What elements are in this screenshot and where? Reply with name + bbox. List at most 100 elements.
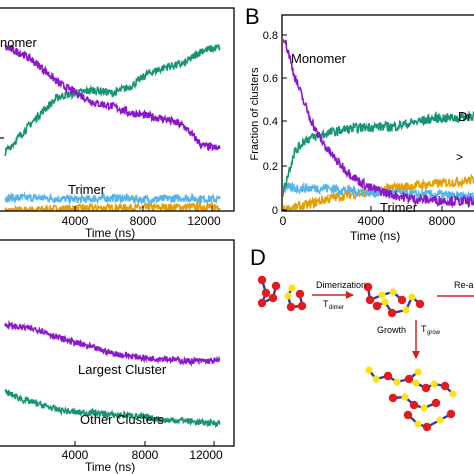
- panel-b-series-line: [283, 181, 474, 203]
- molecule-bead: [388, 393, 398, 403]
- molecule-bead: [422, 422, 432, 432]
- molecule-bead: [430, 380, 438, 388]
- panel-b-label-dimer: Di: [458, 109, 470, 124]
- molecule-bead: [397, 295, 407, 305]
- molecule-bead: [436, 416, 444, 424]
- panel-b-label-trimer: Trimer: [380, 200, 418, 215]
- growth-label: Growth: [377, 325, 406, 335]
- molecule-bead: [446, 409, 456, 419]
- panel-b-label-monomer: Monomer: [291, 51, 347, 66]
- panel-a-xtick-label: 4000: [62, 214, 89, 228]
- molecule-bead: [257, 275, 267, 285]
- panel-d: D Dimerization T dimer Re-a Growth T gro…: [250, 245, 474, 432]
- panel-a-label-monomer: nomer: [0, 35, 38, 50]
- panel-c-xtick-label: 4000: [62, 448, 89, 462]
- tdimer-label: T: [323, 299, 329, 309]
- molecule-bead: [402, 306, 410, 314]
- molecule-bead: [257, 298, 267, 308]
- panel-b-series-line: [283, 110, 474, 197]
- panel-b-label-gt: >: [456, 150, 463, 164]
- panel-c-frame: [0, 239, 235, 447]
- molecule-bead: [431, 398, 441, 408]
- molecule-bead: [383, 371, 393, 381]
- molecule-bead: [403, 410, 413, 420]
- panel-a-series-line: [4, 44, 221, 157]
- molecule-bead: [449, 390, 457, 398]
- tgrow-label: T: [421, 324, 427, 334]
- molecule-bead: [286, 302, 296, 312]
- panel-c-series: [4, 319, 221, 429]
- panel-d-molecules: [257, 275, 457, 432]
- molecule-bead: [393, 378, 401, 386]
- tdimer-subscript: dimer: [329, 305, 344, 311]
- molecule-bead: [414, 420, 422, 428]
- panel-c: 4000 8000 12000 Time (ns) Largest Cluste…: [0, 239, 235, 474]
- panel-a-xtick-label: 12000: [187, 214, 221, 228]
- panel-a-xlabel: Time (ns): [85, 226, 135, 240]
- panel-c-label-other: Other Clusters: [80, 412, 164, 427]
- panel-b-letter: B: [245, 4, 260, 29]
- panel-b-x-ticks: 0 4000 8000: [280, 206, 456, 228]
- panel-a-x-ticks: 4000 8000 12000: [62, 206, 221, 228]
- panel-a-series-line: [4, 200, 221, 211]
- panel-c-xlabel: Time (ns): [85, 460, 135, 474]
- molecule-bead: [372, 301, 382, 311]
- panel-a-label-trimer: Trimer: [68, 182, 106, 197]
- panel-c-series-line: [4, 389, 221, 429]
- panel-b-xlabel: Time (ns): [350, 229, 400, 243]
- molecule-bead: [381, 298, 389, 306]
- panel-c-series-line: [4, 319, 221, 368]
- molecule-bead: [389, 288, 397, 296]
- panel-b-ylabel: Fraction of clusters: [249, 67, 261, 160]
- molecule-bead: [420, 404, 428, 412]
- molecule-bead: [404, 374, 414, 384]
- panel-b-y-ticks: 0 0.2 0.4 0.6 0.8: [263, 30, 287, 217]
- molecule-bead: [271, 281, 281, 291]
- molecule-bead: [412, 379, 420, 387]
- molecule-bead: [268, 293, 278, 303]
- panel-a-series-line: [4, 191, 221, 207]
- reaggregation-label: Re-a: [454, 280, 474, 290]
- panel-a-series: [4, 44, 221, 211]
- molecule-bead: [378, 291, 386, 299]
- molecule-bead: [363, 282, 373, 292]
- molecule-bead: [365, 366, 373, 374]
- panel-b-xtick-label: 0: [280, 214, 287, 228]
- panel-b-series-line: [283, 38, 474, 209]
- panel-a-series-line: [4, 44, 221, 152]
- molecule-bead: [295, 289, 305, 299]
- panel-b-ytick-label: 0.4: [263, 116, 278, 128]
- molecule-bead: [288, 284, 296, 292]
- molecule-bead: [365, 295, 375, 305]
- molecule-bead: [387, 308, 397, 318]
- panel-b: B 0 0.2 0.4 0.6 0.8 0 4000 8000 Time (ns…: [245, 4, 474, 243]
- panel-a-xtick-label: 8000: [130, 214, 157, 228]
- molecule-bead: [440, 381, 450, 391]
- tgrow-subscript: grow: [427, 330, 441, 336]
- panel-b-ytick-label: 0: [272, 205, 278, 217]
- panel-c-xtick-label: 12000: [189, 448, 223, 462]
- molecule-bead: [408, 293, 416, 301]
- panel-d-letter: D: [250, 245, 266, 270]
- panel-a: 4000 8000 12000 Time (ns) nomer Trimer: [0, 7, 235, 240]
- molecule-bead: [421, 383, 431, 393]
- molecule-bead: [401, 393, 409, 401]
- molecule-bead: [297, 301, 307, 311]
- panel-b-xtick-label: 8000: [429, 214, 456, 228]
- panel-b-ytick-label: 0.6: [263, 73, 278, 85]
- molecule-bead: [284, 292, 292, 300]
- dimerization-label: Dimerization: [316, 280, 366, 290]
- panel-b-ytick-label: 0.8: [263, 30, 278, 42]
- panel-b-xtick-label: 4000: [358, 214, 385, 228]
- molecule-bead: [372, 375, 380, 383]
- panel-b-series: [283, 38, 474, 210]
- panel-b-frame: [281, 14, 474, 212]
- molecule-bead: [414, 368, 422, 376]
- molecule-bead: [261, 288, 271, 298]
- panel-c-label-largest: Largest Cluster: [78, 362, 167, 377]
- molecule-bead: [409, 400, 419, 410]
- panel-a-frame: [0, 7, 235, 212]
- panel-b-ytick-label: 0.2: [263, 161, 278, 173]
- panel-c-xtick-label: 8000: [132, 448, 159, 462]
